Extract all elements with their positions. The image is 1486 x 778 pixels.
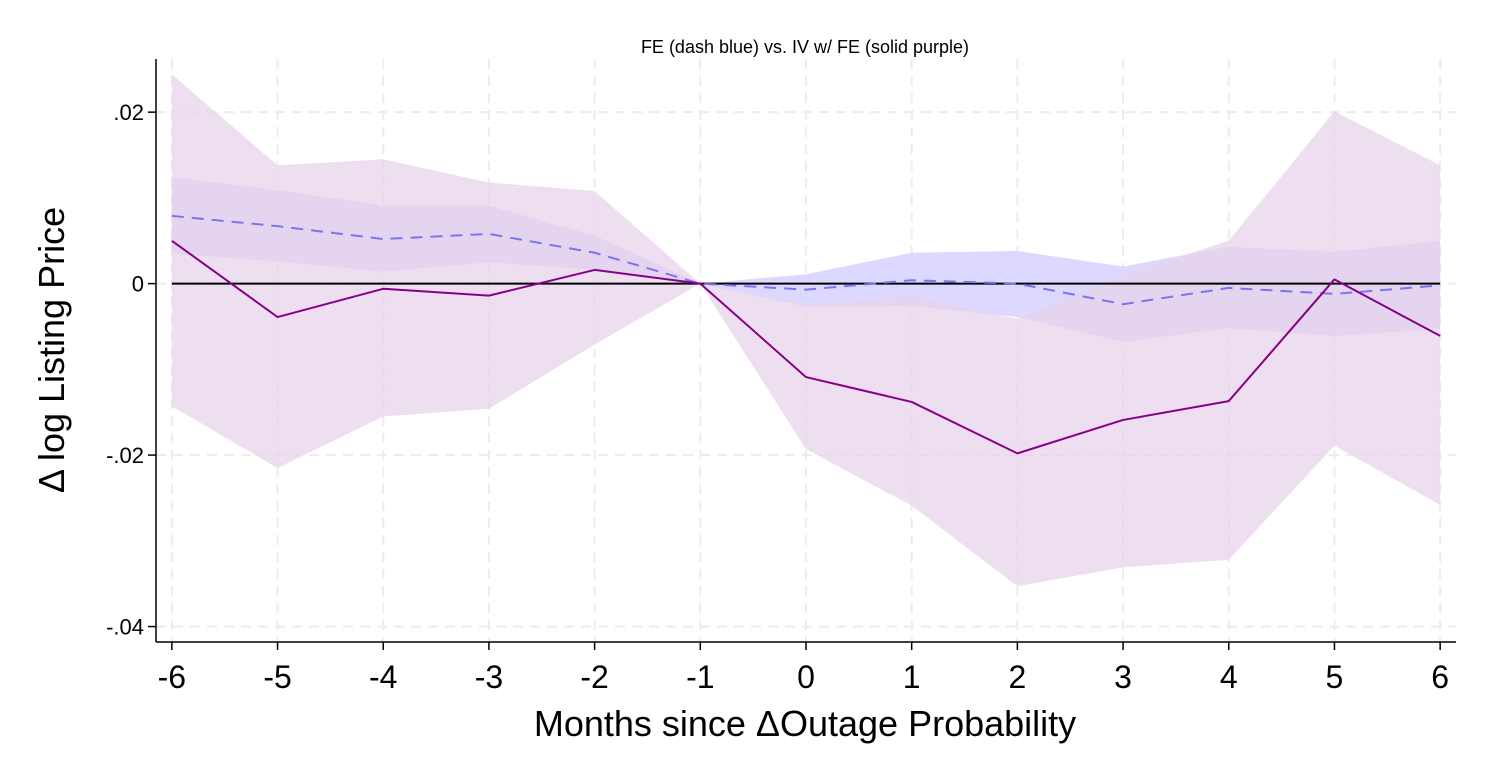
x-tick-label--1: -1 — [686, 659, 714, 695]
confidence-bands — [171, 74, 1441, 587]
y-axis-label: Δ log Listing Price — [31, 207, 72, 493]
series-lines — [171, 214, 1441, 455]
x-tick-label-6: 6 — [1431, 659, 1449, 695]
x-tick-label-5: 5 — [1326, 659, 1344, 695]
y-tick-label--.02: -.02 — [106, 443, 144, 468]
x-tick-label--2: -2 — [580, 659, 608, 695]
x-tick-label-4: 4 — [1220, 659, 1238, 695]
axes: -6 -5 -4 -3 -2 -1 0 1 2 3 4 5 6 .02 0 -.02 -.04 — [106, 59, 1456, 695]
y-tick-label--.04: -.04 — [106, 615, 144, 640]
iv-confidence-band — [171, 74, 1441, 587]
x-tick-label-2: 2 — [1008, 659, 1026, 695]
x-axis-label: Months since ΔOutage Probability — [534, 703, 1076, 744]
x-tick-label--3: -3 — [475, 659, 503, 695]
y-tick-label-0: 0 — [132, 272, 144, 297]
x-tick-label-0: 0 — [797, 659, 815, 695]
x-tick-label--6: -6 — [158, 659, 186, 695]
x-tick-label--4: -4 — [369, 659, 397, 695]
x-tick-label--5: -5 — [263, 659, 291, 695]
chart-title: FE (dash blue) vs. IV w/ FE (solid purpl… — [641, 37, 969, 57]
y-tick-label-.02: .02 — [113, 100, 144, 125]
x-tick-label-1: 1 — [903, 659, 921, 695]
x-tick-label-3: 3 — [1114, 659, 1132, 695]
